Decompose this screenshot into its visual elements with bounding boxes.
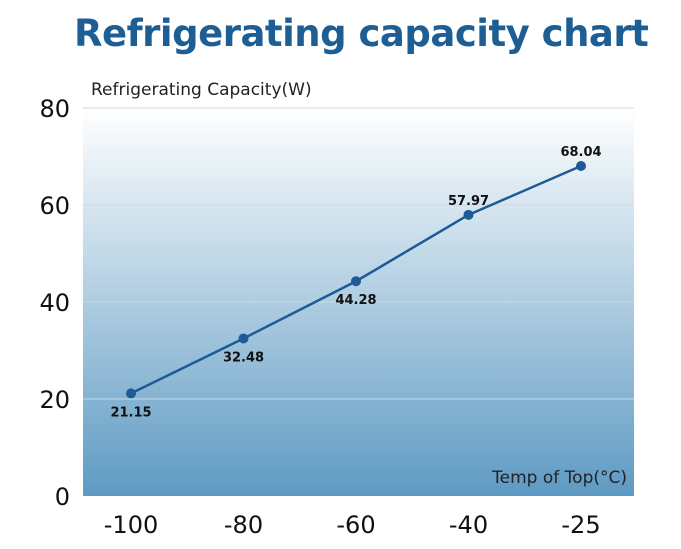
data-label--60: 44.28 — [335, 293, 376, 308]
data-label--80: 32.48 — [223, 350, 264, 365]
x-tick--80: -80 — [224, 511, 263, 539]
x-axis-label: Temp of Top(°C) — [491, 468, 627, 488]
y-tick-80: 80 — [39, 95, 70, 123]
y-tick-20: 20 — [39, 386, 70, 414]
data-labels: 21.15 32.48 44.28 57.97 68.04 — [110, 145, 601, 420]
y-axis-label: Refrigerating Capacity(W) — [91, 80, 312, 100]
x-tick--25: -25 — [561, 511, 600, 539]
data-point--40 — [463, 209, 474, 220]
x-tick--100: -100 — [104, 511, 158, 539]
series-capacity — [126, 161, 586, 399]
data-label--100: 21.15 — [110, 405, 151, 420]
x-tick-labels: -100 -80 -60 -40 -25 — [104, 511, 601, 539]
x-tick--60: -60 — [336, 511, 375, 539]
data-label--25: 68.04 — [560, 145, 601, 160]
gridlines — [83, 107, 634, 400]
data-point--80 — [238, 333, 249, 344]
x-tick--40: -40 — [449, 511, 488, 539]
data-point--60 — [351, 276, 361, 287]
y-tick-40: 40 — [39, 289, 70, 317]
y-tick-0: 0 — [55, 483, 70, 511]
data-label--40: 57.97 — [448, 194, 489, 209]
y-tick-labels: 0 20 40 60 80 — [39, 95, 70, 511]
y-tick-60: 60 — [39, 192, 70, 220]
data-point--100 — [126, 388, 136, 399]
chart-title: Refrigerating capacity chart — [74, 12, 649, 55]
data-point--25 — [576, 161, 586, 172]
